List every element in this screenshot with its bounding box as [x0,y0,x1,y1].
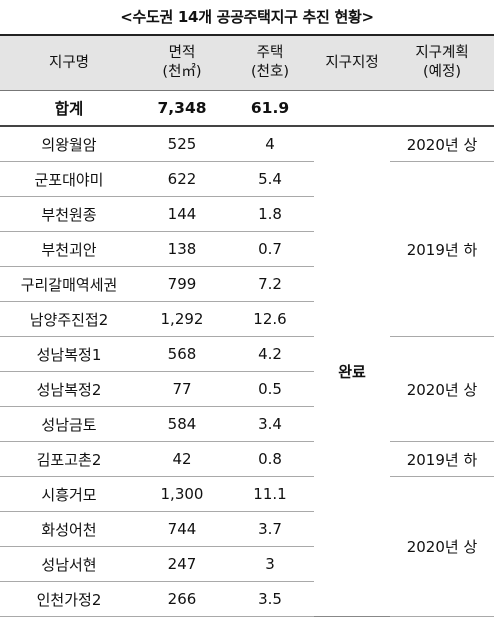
total-row: 합계 7,348 61.9 [0,90,494,127]
district-area: 584 [138,406,226,442]
header-district-name: 지구명 [0,35,138,91]
table-row: 시흥거모 1,300 11.1 2020년 상 [0,476,494,617]
district-housing: 4.2 [226,336,314,372]
district-housing: 0.5 [226,371,314,407]
total-housing: 61.9 [226,90,314,127]
district-name: 의왕월암 [0,126,138,162]
header-designation: 지구지정 [314,35,390,91]
table-row: 김포고촌2 42 0.8 2019년 하 [0,441,494,477]
district-housing: 3.5 [226,581,314,617]
district-housing: 0.8 [226,441,314,477]
header-area-unit: (천㎡) [162,64,202,80]
total-plan-empty [390,90,494,127]
district-name: 성남금토 [0,406,138,442]
district-area: 42 [138,441,226,477]
district-name: 김포고촌2 [0,441,138,477]
designation-status: 완료 [338,363,366,381]
table-row: 성남서현 247 3 [0,546,494,582]
total-label: 합계 [0,90,138,127]
plan-group-1: 2020년 상 [390,126,494,162]
district-area: 525 [138,126,226,162]
district-housing: 0.7 [226,231,314,267]
table-row: 인천가정2 266 3.5 [0,581,494,617]
district-area: 144 [138,196,226,232]
table-row: 성남복정1 568 4.2 2020년 상 [0,336,494,442]
district-area: 1,292 [138,301,226,337]
header-row: 지구명 면적 (천㎡) 주택 (천호) 지구지정 지구계획 (예정) [0,35,494,91]
district-area: 138 [138,231,226,267]
header-plan-label: 지구계획 [415,45,469,61]
header-plan: 지구계획 (예정) [390,35,494,91]
table-row: 부천원종 144 1.8 [0,196,494,232]
district-area: 266 [138,581,226,617]
total-designation-empty [314,90,390,127]
header-housing-unit: (천호) [251,64,289,80]
district-name: 성남복정2 [0,371,138,407]
table-title: <수도권 14개 공공주택지구 추진 현황> [120,8,374,26]
district-housing: 12.6 [226,301,314,337]
plan-group-3: 2020년 상 [390,336,494,442]
total-area: 7,348 [138,90,226,127]
district-housing: 1.8 [226,196,314,232]
district-name: 시흥거모 [0,476,138,512]
header-area: 면적 (천㎡) [138,35,226,91]
table-row: 부천괴안 138 0.7 [0,231,494,267]
table-row: 군포대야미 622 5.4 2019년 하 [0,161,494,337]
district-area: 247 [138,546,226,582]
table-row: 의왕월암 525 4 완료 2020년 상 [0,126,494,381]
district-area: 77 [138,371,226,407]
district-name: 성남복정1 [0,336,138,372]
district-housing: 7.2 [226,266,314,302]
table-row: 구리갈매역세권 799 7.2 [0,266,494,302]
table-row: 남양주진접2 1,292 12.6 [0,301,494,337]
table-row: 화성어천 744 3.7 [0,511,494,547]
district-name: 성남서현 [0,546,138,582]
district-area: 622 [138,161,226,197]
housing-district-table: 지구명 면적 (천㎡) 주택 (천호) 지구지정 지구계획 (예정) 합계 7,… [0,34,494,617]
district-housing: 4 [226,126,314,162]
plan-group-5: 2020년 상 [390,476,494,617]
header-area-label: 면적 [168,45,196,61]
district-area: 568 [138,336,226,372]
district-housing: 5.4 [226,161,314,197]
district-housing: 11.1 [226,476,314,512]
table-row: 성남금토 584 3.4 [0,406,494,442]
header-housing-label: 주택 [256,45,284,61]
district-name: 남양주진접2 [0,301,138,337]
header-plan-sub: (예정) [423,64,461,80]
district-area: 1,300 [138,476,226,512]
district-name: 부천원종 [0,196,138,232]
district-name: 화성어천 [0,511,138,547]
district-area: 799 [138,266,226,302]
district-name: 군포대야미 [0,161,138,197]
district-name: 인천가정2 [0,581,138,617]
district-name: 구리갈매역세권 [0,266,138,302]
plan-group-4: 2019년 하 [390,441,494,477]
header-housing: 주택 (천호) [226,35,314,91]
district-name: 부천괴안 [0,231,138,267]
district-housing: 3.7 [226,511,314,547]
district-housing: 3 [226,546,314,582]
district-housing: 3.4 [226,406,314,442]
plan-group-2: 2019년 하 [390,161,494,337]
table-row: 성남복정2 77 0.5 [0,371,494,407]
district-area: 744 [138,511,226,547]
